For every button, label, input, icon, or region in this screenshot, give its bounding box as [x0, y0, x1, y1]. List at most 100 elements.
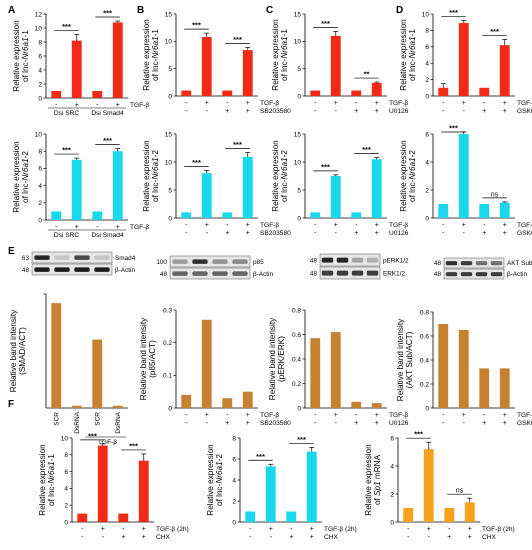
- bar: [222, 90, 233, 96]
- treatment-sign: +: [205, 100, 209, 107]
- y-axis-title: Relative band intensity (p85/ACT): [139, 317, 157, 400]
- treatment-sign: +: [205, 412, 209, 419]
- treatment-sign: -: [335, 230, 338, 237]
- blot-band: [212, 259, 228, 264]
- treatment-label: TGF-β (2h): [482, 526, 515, 533]
- blot-band: [336, 257, 349, 263]
- treatment-label: TGF-β: [517, 100, 532, 107]
- y-tick-label: 10: [35, 25, 43, 32]
- y-tick-label: 6: [425, 131, 429, 138]
- treatment-sign: +: [246, 100, 250, 107]
- bar: [112, 151, 123, 220]
- treatment-sign: -: [314, 100, 317, 107]
- x-tick-label: DsRNA: [115, 411, 122, 433]
- y-tick-label: 0.6: [420, 333, 429, 340]
- treatment-label: GSK690893: [517, 420, 532, 427]
- y-tick-label: 2: [232, 498, 236, 505]
- treatment-sign: +: [462, 412, 466, 419]
- bar: [201, 319, 212, 408]
- y-axis-title-line: Relative band intensity: [139, 317, 148, 400]
- y-tick-label: 0: [390, 519, 394, 526]
- treatment-sign: -: [55, 102, 58, 109]
- panel-letter-f: F: [8, 399, 14, 410]
- y-tick-label: 8: [232, 435, 236, 442]
- treatment-sign: -: [185, 108, 188, 115]
- treatment-sign: -: [206, 420, 209, 427]
- ylabel-part: Nr6a1: [21, 158, 30, 180]
- y-tick-label: 0: [168, 215, 172, 222]
- bar: [310, 338, 321, 408]
- y-axis-title-line: of lnc-Nr6a1-1: [280, 29, 289, 81]
- bar: [77, 513, 88, 522]
- y-tick-label: 10: [294, 159, 302, 166]
- y-axis-title-line: (AKT Sub/ACT): [405, 331, 414, 388]
- blot-band: [336, 270, 349, 276]
- bar: [112, 22, 123, 98]
- treatment-sign: +: [246, 412, 250, 419]
- treatment-label: GSK690693: [517, 230, 532, 237]
- molecular-weight-label: 100: [156, 259, 167, 266]
- blot-band: [351, 270, 364, 276]
- ylabel-part: of lnc-: [21, 59, 30, 82]
- ylabel-part: Nr6a1: [408, 36, 417, 58]
- y-tick-label: 2: [425, 187, 429, 194]
- y-axis-title-line: Relative expression: [12, 20, 21, 92]
- ylabel-part: -2: [215, 454, 224, 462]
- ylabel-part: Nr6a1: [280, 36, 289, 58]
- blot-band: [460, 261, 473, 266]
- treatment-sign: -: [355, 222, 358, 229]
- blot-band: [232, 271, 248, 276]
- bar: [464, 502, 475, 522]
- blot-protein-label: Smad4: [115, 255, 136, 262]
- panel-letter-c: C: [266, 5, 273, 16]
- y-axis-title-line: of Sp1 mRNA: [373, 454, 382, 505]
- blot-band: [94, 267, 110, 272]
- y-tick-label: 15: [165, 11, 173, 18]
- bar: [51, 91, 62, 98]
- treatment-label: TGF-β: [389, 412, 408, 419]
- blot-strip: [319, 253, 381, 267]
- treatment-label: TGF-β: [260, 412, 279, 419]
- blot-band: [475, 261, 488, 266]
- treatment-sign: +: [468, 534, 472, 541]
- ylabel-part: of lnc-: [151, 179, 160, 202]
- treatment-label: U0126: [389, 230, 409, 237]
- y-axis-title-line: of lnc-Nr6a1-1: [47, 454, 56, 506]
- y-tick-label: 0.2: [292, 381, 301, 388]
- significance-label: ***: [103, 9, 112, 18]
- treatment-label: SB203580: [260, 420, 291, 427]
- significance-label: ***: [297, 435, 306, 444]
- significance-label: ***: [88, 431, 97, 440]
- y-tick-label: 0: [38, 217, 42, 224]
- treatment-sign: -: [463, 108, 466, 115]
- y-axis-title-line: Relative expression: [399, 140, 408, 212]
- significance-label: ***: [192, 21, 201, 30]
- ylabel-part: of lnc-: [21, 180, 30, 203]
- treatment-sign: -: [463, 230, 466, 237]
- bar: [499, 368, 510, 408]
- treatment-sign: -: [314, 108, 317, 115]
- y-tick-label: 2: [390, 491, 394, 498]
- treatment-sign: -: [185, 222, 188, 229]
- y-axis-title: Relative band intensity (AKT Sub/ACT): [396, 318, 414, 401]
- treatment-label: TGF-β (2h): [324, 526, 357, 533]
- y-tick-label: 4: [38, 67, 42, 74]
- y-tick-label: 6: [390, 435, 394, 442]
- treatment-sign: +: [462, 222, 466, 229]
- y-axis-title-line: of lnc-Nr6a1-2: [280, 150, 289, 202]
- treatment-sign: +: [503, 222, 507, 229]
- y-axis-title: Relative band intensity (pERK/ERK): [268, 317, 286, 400]
- treatment-sign: +: [354, 108, 358, 115]
- treatment-sign: +: [246, 222, 250, 229]
- significance-label: **: [364, 70, 370, 79]
- bar: [438, 204, 449, 218]
- treatment-sign: -: [96, 102, 99, 109]
- molecular-weight-label: 63: [22, 255, 30, 262]
- treatment-sign: +: [334, 100, 338, 107]
- treatment-sign: +: [101, 526, 105, 533]
- y-tick-label: 0.4: [292, 356, 301, 363]
- chart-e4: 0 0.2 0.4 0.6 0.8 Relative band intensity (AKT…: [396, 309, 532, 427]
- bar: [310, 212, 321, 218]
